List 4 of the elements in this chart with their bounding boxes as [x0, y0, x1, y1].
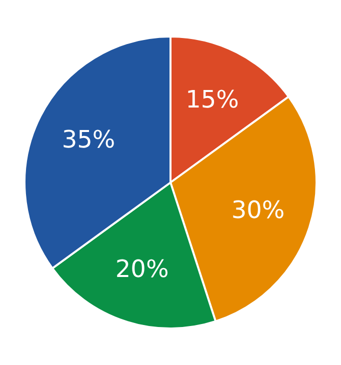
data-label: 20% — [115, 254, 169, 283]
data-label: 15% — [186, 86, 239, 114]
data-label: 35% — [62, 126, 116, 154]
data-label: 30% — [231, 196, 285, 224]
